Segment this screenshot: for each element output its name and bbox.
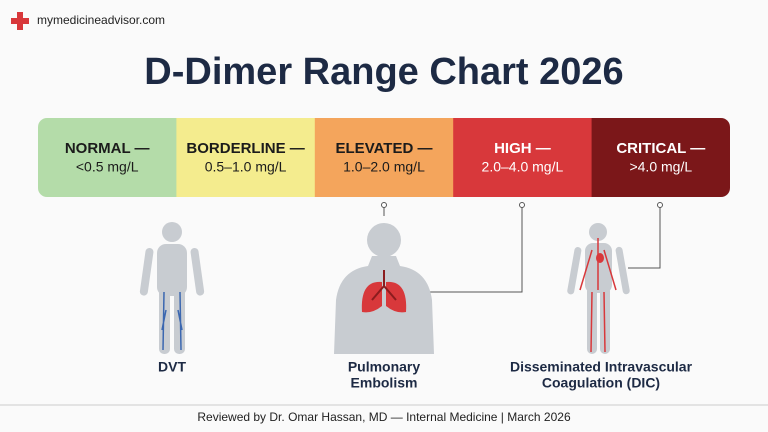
condition-label: Disseminated Intravascular [510,359,693,375]
condition-label: DVT [158,359,186,375]
range-value: 2.0–4.0 mg/L [482,159,564,175]
range-segment [314,118,454,197]
condition-label: Embolism [351,375,418,391]
segments [38,118,730,197]
range-label: ELEVATED — [336,140,433,157]
condition-label: Coagulation (DIC) [542,375,660,391]
dic-figure [567,223,630,354]
range-value: 1.0–2.0 mg/L [343,159,425,175]
title: D-Dimer Range Chart 2026 [144,51,623,93]
site-name: mymedicineadvisor.com [37,13,165,27]
range-segment [176,118,316,197]
dvt-figure [139,222,205,354]
range-label: HIGH — [494,140,551,157]
range-value: >4.0 mg/L [629,159,692,175]
range-segment [591,118,730,197]
range-bar: NORMAL — <0.5 mg/L BORDERLINE — 0.5–1.0 mg/… [38,118,730,197]
range-label: NORMAL — [65,140,150,157]
condition-label: Pulmonary [348,359,421,375]
footer: Reviewed by Dr. Omar Hassan, MD — Intern… [197,410,571,424]
pe-figure [334,223,434,354]
range-segment [38,118,177,197]
logo [11,12,29,30]
range-label: BORDERLINE — [186,140,304,157]
range-label: CRITICAL — [616,140,705,157]
connector-dots [381,202,663,208]
range-value: 0.5–1.0 mg/L [205,159,287,175]
range-segment [453,118,593,197]
range-value: <0.5 mg/L [76,159,139,175]
